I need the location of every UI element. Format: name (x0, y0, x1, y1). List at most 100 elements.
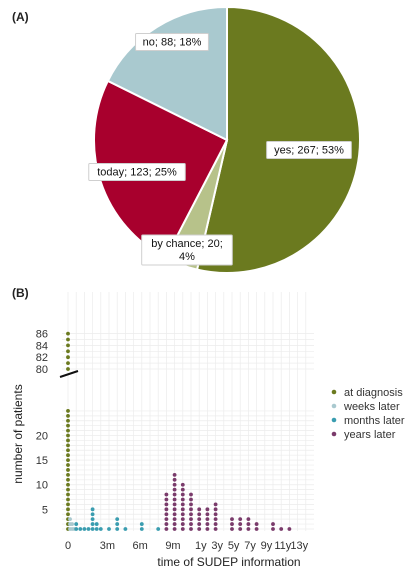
legend-item: at diagnosis (344, 387, 403, 399)
data-point (66, 413, 70, 418)
data-point (246, 527, 251, 531)
data-point (115, 527, 120, 531)
panel-b-label: (B) (12, 286, 29, 300)
data-point (66, 497, 70, 502)
y-axis-label: number of patients (11, 384, 25, 483)
data-point (238, 517, 243, 522)
data-point (66, 367, 70, 371)
data-point (66, 418, 70, 423)
data-point (66, 448, 70, 453)
x-tick-label: 13y (290, 540, 308, 552)
data-point (189, 527, 193, 531)
x-axis-label: time of SUDEP information (157, 555, 300, 569)
data-point (66, 453, 70, 458)
data-point (164, 522, 169, 526)
data-point (90, 517, 95, 522)
data-point (189, 497, 193, 502)
data-point (66, 331, 70, 336)
data-point (74, 522, 79, 526)
data-point (66, 355, 70, 360)
data-point (115, 522, 120, 526)
data-point (213, 512, 218, 517)
y-tick-label: 80 (36, 364, 48, 376)
pie-slices (93, 5, 361, 274)
data-point (172, 482, 177, 487)
data-point (180, 502, 185, 507)
data-point (172, 512, 177, 517)
data-point (213, 507, 218, 512)
data-point (246, 522, 251, 526)
data-point (230, 527, 234, 531)
data-point (197, 507, 202, 512)
data-point (172, 522, 177, 526)
data-point (254, 522, 259, 526)
data-point (66, 349, 70, 354)
data-point (172, 472, 177, 477)
data-point (189, 522, 193, 526)
data-point (90, 512, 95, 517)
data-point (180, 522, 185, 526)
data-point (66, 433, 70, 438)
data-point (180, 512, 185, 517)
y-tick-label: 5 (42, 504, 48, 516)
data-point (172, 492, 177, 497)
data-point (189, 512, 193, 517)
data-point (66, 337, 70, 342)
data-point (180, 497, 185, 502)
x-tick-label: 3m (100, 540, 115, 552)
data-point (197, 517, 202, 522)
data-point (164, 527, 169, 531)
data-point (287, 527, 292, 531)
x-tick-label: 6m (133, 540, 148, 552)
data-point (156, 527, 161, 531)
data-point (66, 458, 70, 463)
data-point (66, 361, 70, 365)
pie-label-text: no; 88; 18% (143, 37, 202, 49)
data-point (172, 487, 177, 492)
data-point (180, 517, 185, 522)
data-point (90, 507, 95, 512)
data-point (70, 522, 74, 526)
y-tick-label: 86 (36, 329, 48, 341)
data-point (238, 527, 243, 531)
data-point (246, 517, 251, 522)
pie-slice-by-chance-label: by chance; 20;4% (141, 234, 233, 266)
data-point (66, 502, 70, 507)
axis-break-mark (59, 370, 79, 378)
y-tick-label: 20 (36, 431, 48, 443)
data-point (66, 507, 70, 512)
data-point (213, 527, 218, 531)
pie-slice-no-label: no; 88; 18% (135, 33, 209, 51)
data-point (238, 522, 243, 526)
data-point (180, 507, 185, 512)
data-point (189, 492, 193, 497)
data-point (197, 522, 202, 526)
data-point (172, 517, 177, 522)
data-point (180, 487, 185, 492)
x-tick-label: 9m (165, 540, 180, 552)
data-point (164, 497, 169, 502)
panel-a-label: (A) (12, 10, 29, 24)
data-point (94, 522, 99, 526)
data-point (66, 468, 70, 472)
pie-slice-yes (195, 5, 361, 274)
data-point (94, 527, 99, 531)
data-point (139, 527, 144, 531)
data-point (172, 497, 177, 502)
x-tick-label: 5y (228, 540, 240, 552)
data-point (205, 512, 210, 517)
data-point (189, 507, 193, 512)
pie-label-text: yes; 267; 53% (274, 145, 344, 157)
x-tick-label: 0 (65, 540, 71, 552)
x-tick-label: 11y (274, 540, 291, 552)
x-tick-label: 9y (261, 540, 273, 552)
data-point (164, 517, 169, 522)
x-tick-label: 7y (244, 540, 256, 552)
legend-key (331, 389, 337, 395)
data-point (66, 438, 70, 443)
data-point (164, 512, 169, 517)
data-point (271, 522, 275, 526)
data-point (197, 512, 202, 517)
data-point (213, 522, 218, 526)
